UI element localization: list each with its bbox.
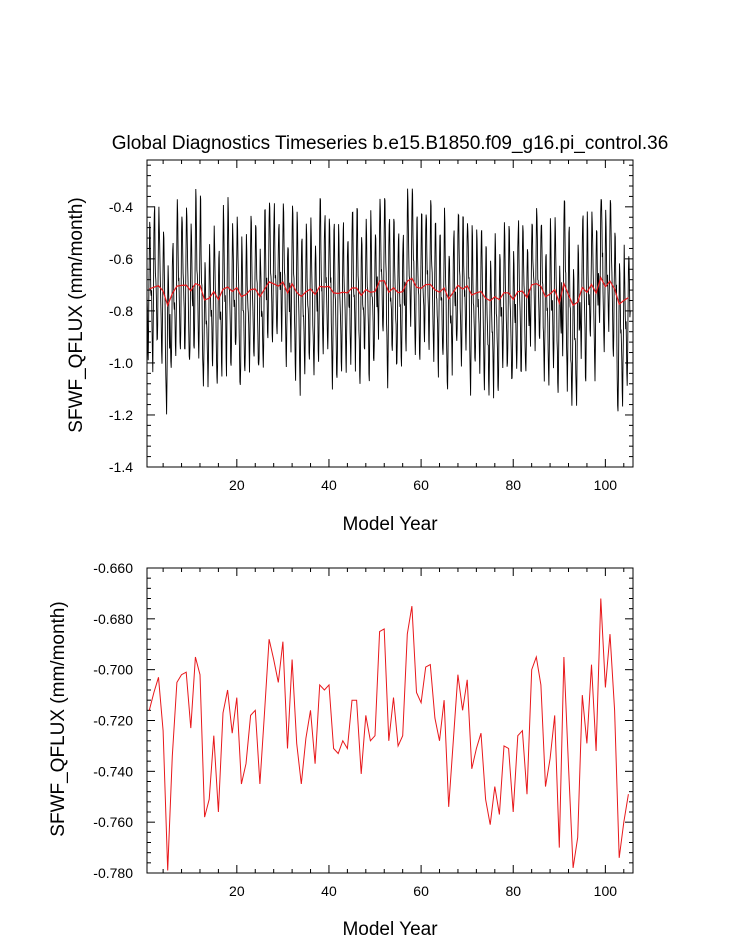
bottom-y-tick-label: -0.700 — [93, 662, 133, 678]
annual-mean-line-top — [149, 275, 629, 308]
bottom-x-tick-label: 80 — [505, 883, 521, 899]
top-y-tick-label: -1.0 — [109, 355, 133, 371]
top-y-tick-label: -1.2 — [109, 407, 133, 423]
bottom-y-axis-title: SFWF_QFLUX (mm/month) — [48, 601, 69, 836]
bottom-x-tick-label: 100 — [594, 883, 618, 899]
bottom-x-axis-title: Model Year — [342, 919, 438, 940]
bottom-axis-ticks: 20 40 60 80 100 -0.780 -0.760 -0.740 -0.720 -0.70… — [93, 560, 633, 899]
top-x-tick-label: 20 — [229, 477, 245, 493]
top-y-tick-label: -0.6 — [109, 251, 133, 267]
chart-title: Global Diagnostics Timeseries b.e15.B185… — [112, 133, 669, 154]
annual-mean-line — [148, 598, 629, 871]
monthly-series-line — [146, 188, 631, 415]
top-x-tick-label: 80 — [505, 477, 521, 493]
monthly-timeseries-panel: SFWF_QFLUX (mm/month) Model Year 20 40 60 8… — [66, 159, 634, 535]
top-y-axis-title: SFWF_QFLUX (mm/month) — [66, 197, 87, 432]
top-x-tick-label: 60 — [413, 477, 429, 493]
bottom-y-tick-label: -0.760 — [93, 814, 133, 830]
bottom-x-tick-label: 20 — [229, 883, 245, 899]
bottom-y-tick-label: -0.780 — [93, 865, 133, 881]
top-plot-lines — [146, 188, 631, 415]
annual-mean-panel: SFWF_QFLUX (mm/month) Model Year 20 40 60 8… — [48, 560, 634, 940]
bottom-y-tick-label: -0.660 — [93, 560, 133, 576]
top-y-tick-label: -1.4 — [109, 459, 133, 475]
top-y-tick-label: -0.8 — [109, 303, 133, 319]
top-plot-frame — [146, 159, 634, 468]
bottom-y-tick-label: -0.720 — [93, 713, 133, 729]
bottom-y-tick-label: -0.740 — [93, 763, 133, 779]
top-y-tick-label: -0.4 — [109, 199, 133, 215]
bottom-x-tick-label: 40 — [321, 883, 337, 899]
bottom-plot-lines — [148, 598, 629, 871]
bottom-plot-frame — [146, 567, 634, 874]
top-x-tick-label: 100 — [594, 477, 618, 493]
top-x-axis-title: Model Year — [342, 514, 438, 535]
top-x-tick-label: 40 — [321, 477, 337, 493]
bottom-y-tick-label: -0.680 — [93, 611, 133, 627]
bottom-x-tick-label: 60 — [413, 883, 429, 899]
